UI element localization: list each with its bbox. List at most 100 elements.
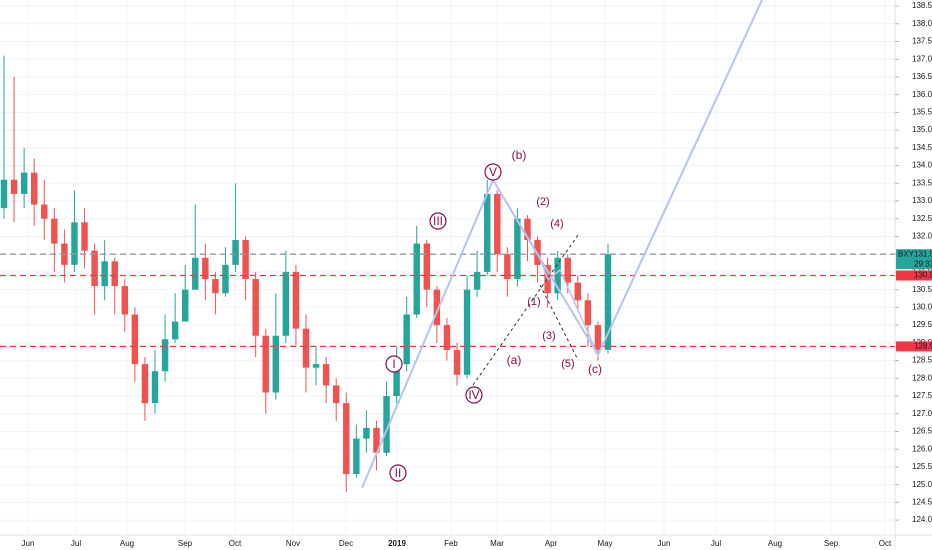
level-label: 130.9	[914, 271, 932, 280]
channel-line	[539, 284, 579, 361]
candle-body	[111, 261, 118, 287]
candle-body	[473, 271, 481, 290]
y-tick-label: 129.5	[912, 320, 932, 329]
y-tick-label: 130.5	[912, 285, 932, 294]
subwave-label: (2)	[536, 196, 549, 208]
candle-body	[161, 339, 169, 372]
y-tick-label: 128.0	[912, 373, 932, 382]
y-tick-label: 125.0	[912, 480, 932, 489]
symbol-label: BXY	[898, 249, 915, 258]
wave-path	[361, 0, 763, 489]
y-tick-label: 138.5	[912, 1, 932, 10]
candle-body	[71, 222, 78, 265]
candle-body	[202, 257, 209, 280]
y-tick-label: 136.0	[912, 90, 932, 99]
y-tick-label: 124.0	[912, 515, 932, 524]
subwave-label: (b)	[512, 148, 527, 162]
candle-body	[322, 364, 330, 386]
candle-body	[101, 261, 108, 287]
candle-body	[443, 325, 451, 350]
candle-body	[171, 321, 179, 340]
candle-body	[332, 385, 340, 404]
subwave-label: (c)	[588, 362, 602, 376]
y-tick-label: 128.5	[912, 356, 932, 365]
x-tick-label: Apr	[545, 539, 558, 548]
candle-body	[192, 257, 199, 290]
x-tick-label: Dec	[339, 539, 353, 548]
subwave-label: (a)	[507, 353, 522, 367]
y-tick-label: 125.5	[912, 462, 932, 471]
candle-body	[252, 279, 259, 336]
candle-body	[433, 289, 441, 326]
candle-body	[574, 282, 582, 301]
y-tick-label: 127.0	[912, 409, 932, 418]
y-tick-label: 138.0	[912, 19, 932, 28]
y-tick-label: 132.5	[912, 214, 932, 223]
candle-body	[302, 328, 310, 368]
y-tick-label: 135.5	[912, 107, 932, 116]
candle-body	[423, 243, 431, 290]
level-tag	[896, 341, 932, 352]
candle-body	[232, 240, 239, 265]
candle-body	[594, 325, 602, 350]
y-tick-label: 132.0	[912, 232, 932, 241]
x-tick-label: Oct	[879, 539, 892, 548]
wave-label: II	[395, 466, 402, 480]
candle-body	[242, 240, 249, 280]
candle-body	[584, 300, 592, 326]
x-tick-label: Mar	[490, 539, 504, 548]
level-label: 131.5	[914, 249, 932, 258]
x-tick-label: May	[597, 539, 612, 548]
wave-circle	[389, 464, 407, 482]
candle-body	[604, 254, 612, 350]
candle-body	[312, 364, 320, 368]
y-tick-label: 136.5	[912, 72, 932, 81]
candle-body	[403, 314, 410, 365]
candle-body	[81, 222, 88, 251]
candle-body	[131, 314, 139, 365]
candle-body	[353, 438, 360, 475]
x-tick-label: Jun	[22, 539, 35, 548]
candle-body	[554, 257, 561, 294]
subwave-label: (5)	[561, 358, 574, 370]
candle-body	[343, 403, 350, 475]
candle-body	[504, 254, 511, 280]
candle-body	[494, 193, 501, 255]
wave-circle	[429, 212, 447, 230]
channel-lines	[472, 234, 579, 386]
x-tick-label: 2019	[388, 539, 406, 548]
candle-body	[564, 257, 571, 283]
y-tick-label: 137.0	[912, 54, 932, 63]
level-tag	[896, 270, 932, 281]
candle-body	[373, 427, 380, 453]
candle-body	[91, 250, 98, 287]
countdown-label: 29:33	[914, 259, 932, 268]
candle-body	[212, 279, 219, 294]
y-tick-label: 135.0	[912, 125, 932, 134]
wave-circle	[385, 355, 403, 373]
candle-body	[393, 364, 400, 397]
x-tick-label: Nov	[286, 539, 300, 548]
wave-label: IV	[468, 388, 479, 402]
candle-body	[453, 349, 461, 375]
candle-body	[524, 218, 531, 241]
subwave-label: (1)	[527, 296, 540, 308]
x-tick-label: Feb	[444, 539, 458, 548]
candle-body	[483, 193, 491, 272]
candle-body	[181, 289, 189, 322]
x-tick-label: Jun	[658, 539, 671, 548]
y-tick-label: 134.0	[912, 161, 932, 170]
x-tick-label: Sep	[824, 539, 839, 548]
wave-subpath	[492, 179, 599, 356]
candle-body	[262, 335, 269, 393]
wave-label: I	[392, 357, 395, 371]
y-tick-label: 133.5	[912, 178, 932, 187]
candle-body	[121, 286, 129, 315]
candle-body	[222, 264, 229, 294]
candle-body	[282, 271, 290, 336]
wave-lines	[361, 0, 763, 489]
y-tick-label: 130.0	[912, 302, 932, 311]
x-tick-label: Jul	[71, 539, 81, 548]
x-tick-label: Oct	[229, 539, 242, 548]
